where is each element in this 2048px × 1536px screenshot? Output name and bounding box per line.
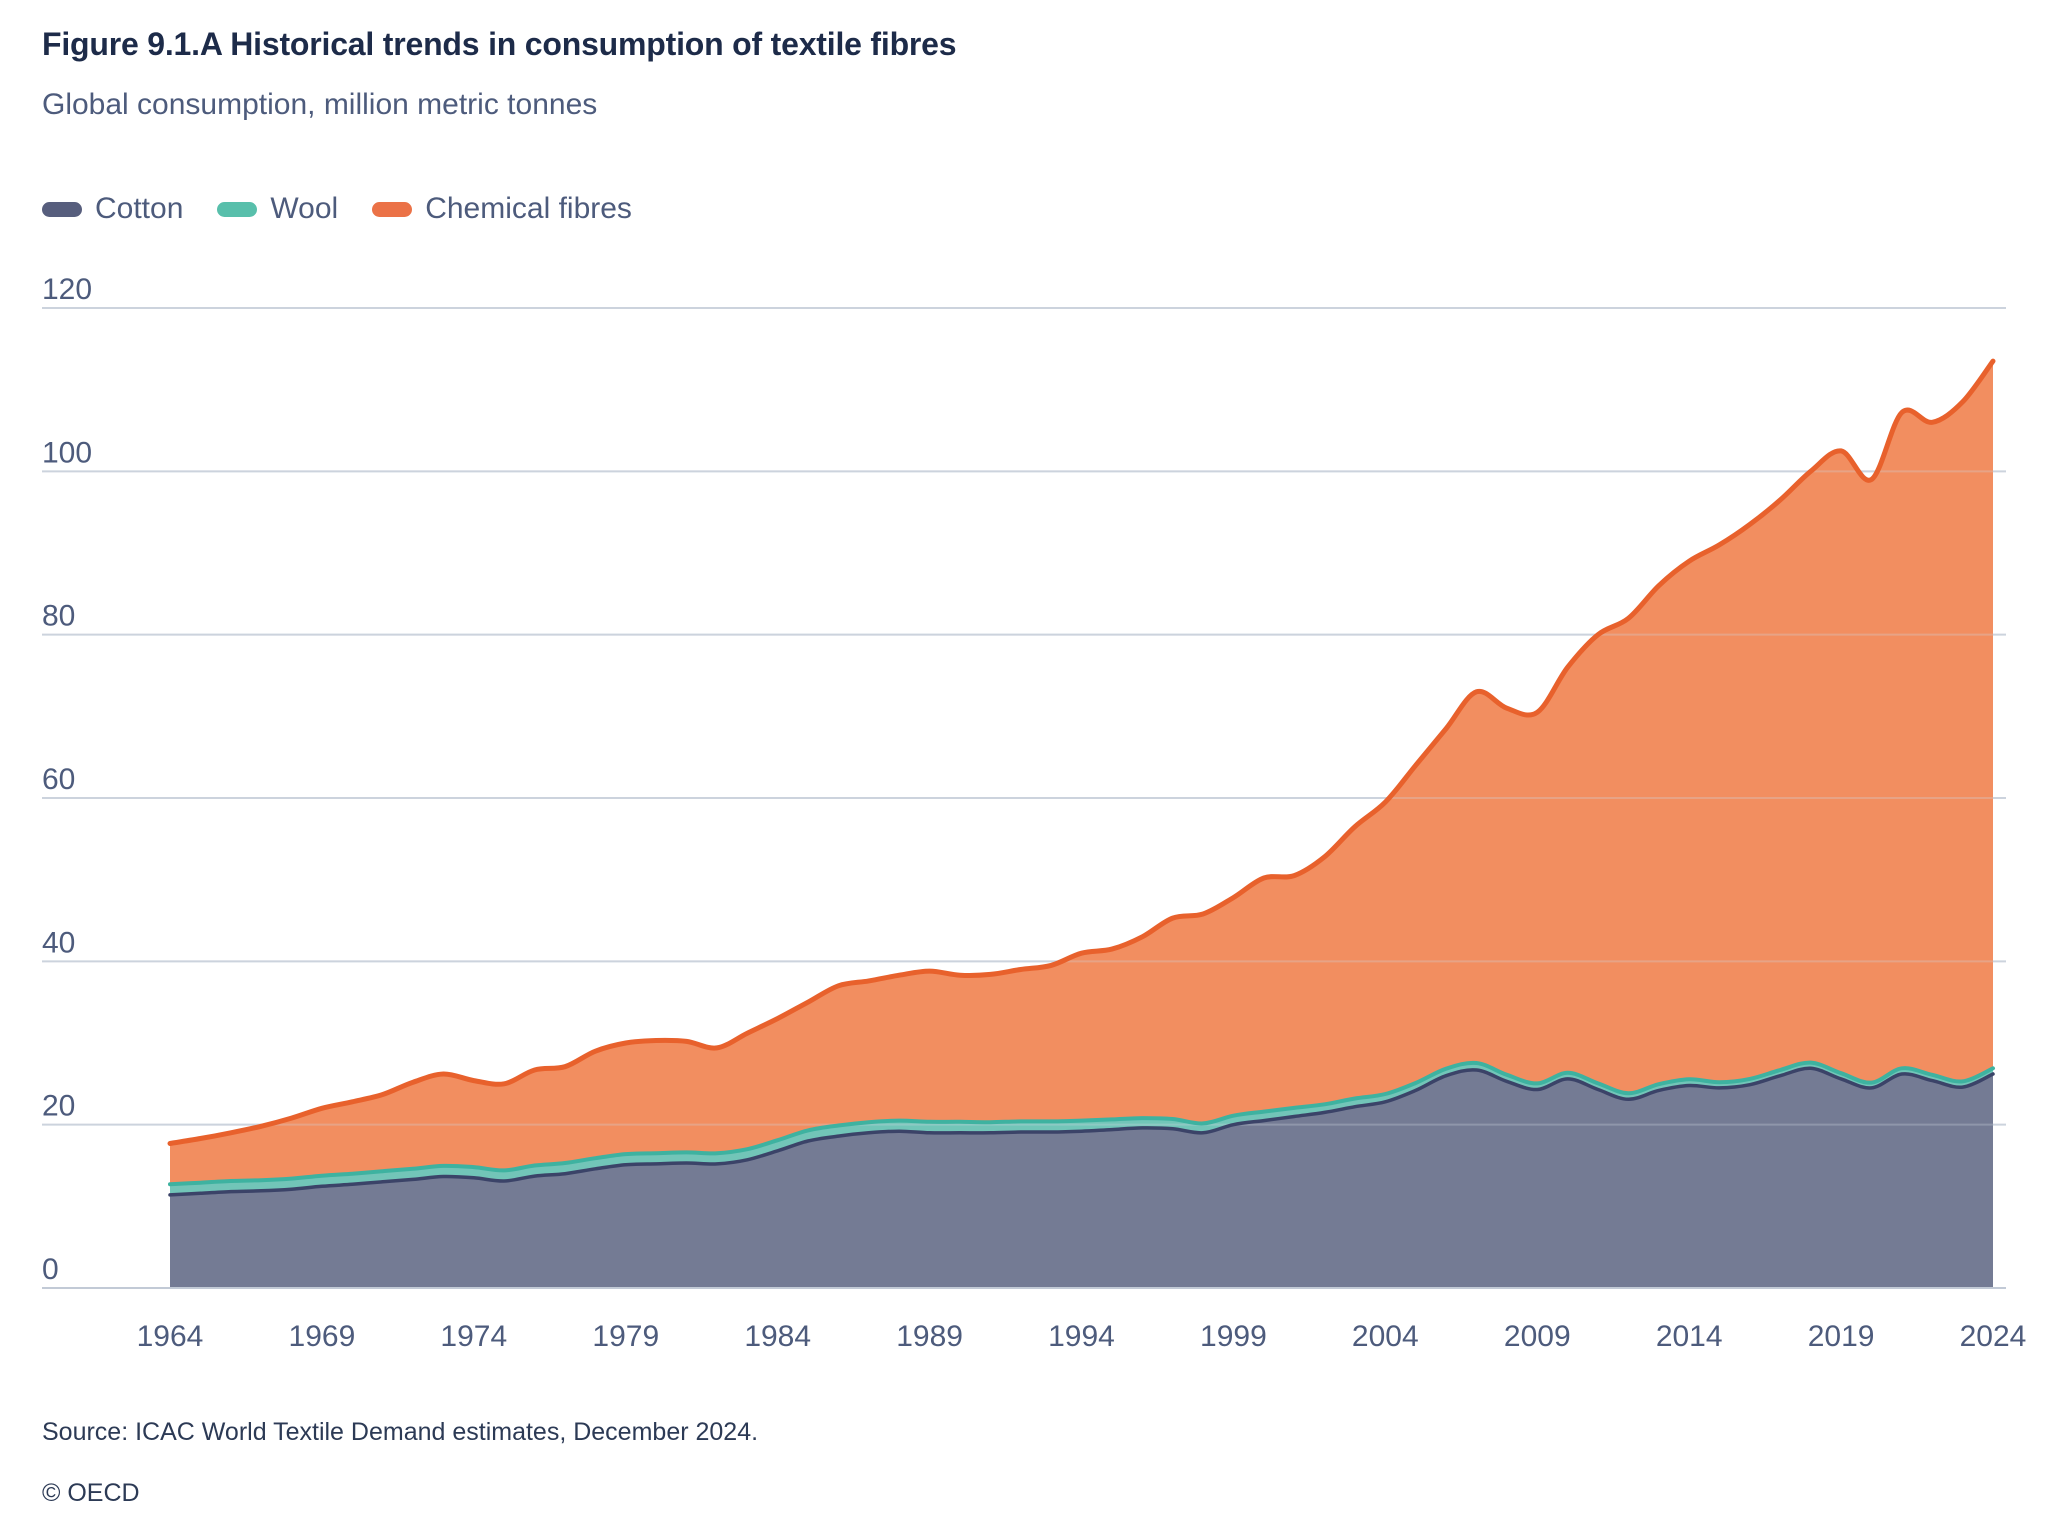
chart-legend: Cotton Wool Chemical fibres	[42, 192, 632, 226]
x-tick-label: 2004	[1352, 1320, 1419, 1353]
x-tick-label: 1994	[1048, 1320, 1115, 1353]
x-tick-label: 1974	[440, 1320, 507, 1353]
y-tick-label: 20	[42, 1090, 75, 1123]
x-tick-label: 2009	[1504, 1320, 1571, 1353]
y-tick-label: 0	[42, 1253, 59, 1286]
figure-title: Figure 9.1.A Historical trends in consum…	[42, 26, 957, 62]
legend-swatch-wool	[217, 201, 258, 217]
legend-item-wool: Wool	[217, 192, 338, 226]
x-tick-label: 2014	[1656, 1320, 1723, 1353]
x-tick-label: 1969	[289, 1320, 356, 1353]
figure-subtitle: Global consumption, million metric tonne…	[42, 88, 598, 121]
y-tick-label: 60	[42, 763, 75, 796]
x-tick-label: 1979	[592, 1320, 659, 1353]
legend-swatch-chemical-fibres	[372, 201, 413, 217]
x-tick-label: 2024	[1960, 1320, 2027, 1353]
legend-label-cotton: Cotton	[95, 192, 184, 225]
y-tick-label: 100	[42, 436, 92, 469]
x-tick-label: 1989	[896, 1320, 963, 1353]
y-tick-label: 120	[42, 273, 92, 306]
legend-swatch-cotton	[42, 201, 82, 217]
x-tick-label: 1984	[744, 1320, 811, 1353]
line-wool	[168, 1060, 1995, 1187]
x-tick-label: 1999	[1200, 1320, 1267, 1353]
copyright-note: © OECD	[42, 1479, 140, 1507]
line-chemical-fibres	[167, 358, 1996, 1146]
x-tick-label: 1964	[137, 1320, 204, 1353]
legend-item-cotton: Cotton	[42, 192, 183, 226]
source-note: Source: ICAC World Textile Demand estima…	[42, 1418, 759, 1446]
legend-label-wool: Wool	[270, 192, 339, 225]
legend-item-chemical-fibres: Chemical fibres	[372, 192, 632, 226]
area-chemical-fibres	[170, 361, 1993, 1289]
line-cotton	[168, 1066, 1995, 1197]
legend-label-chemical-fibres: Chemical fibres	[425, 192, 632, 225]
y-tick-label: 40	[42, 926, 75, 959]
area-cotton	[170, 1068, 1993, 1288]
x-tick-label: 2019	[1808, 1320, 1875, 1353]
y-tick-label: 80	[42, 600, 75, 633]
